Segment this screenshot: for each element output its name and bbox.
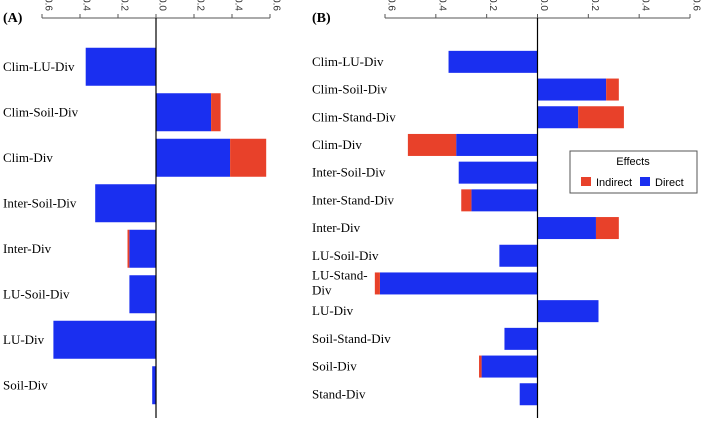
x-tick-label: 0.2 <box>195 0 206 11</box>
bar-direct <box>379 272 538 295</box>
bar-indirect <box>606 78 619 101</box>
category-label: Stand-Div <box>312 386 366 401</box>
bar-direct <box>537 106 579 129</box>
x-tick-label: -0.4 <box>436 0 447 11</box>
panel-a: (A) -0.6 -0.4 -0.2 0.0 0.2 0.4 0.6 Clim-LU-Div Cl… <box>3 0 282 418</box>
panel-label: (A) <box>3 11 23 26</box>
x-tick-label: -0.2 <box>119 0 130 11</box>
legend-swatch-direct <box>640 177 650 186</box>
category-label: Clim-Soil-Div <box>312 82 388 97</box>
category-label: Inter-Stand-Div <box>312 192 395 207</box>
x-tick-label: 0.6 <box>691 0 702 11</box>
legend: Effects Indirect Direct <box>569 150 698 194</box>
category-label-cont: Div <box>312 282 332 297</box>
category-label: Clim-Stand-Div <box>312 109 396 124</box>
bar-direct <box>456 133 538 156</box>
bar-indirect <box>230 138 267 177</box>
legend-label-indirect: Indirect <box>596 177 632 189</box>
bar-indirect <box>374 272 380 295</box>
bar-direct <box>152 366 156 405</box>
category-label: Clim-LU-Div <box>312 54 384 69</box>
bar-indirect <box>461 189 472 212</box>
category-label: Inter-Soil-Div <box>3 195 77 210</box>
bar-direct <box>448 50 538 73</box>
bar-direct <box>95 184 156 223</box>
category-label: Soil-Div <box>3 377 48 392</box>
category-label: LU-Stand- <box>312 267 368 282</box>
category-label: LU-Soil-Div <box>3 286 70 301</box>
category-label: Soil-Stand-Div <box>312 331 391 346</box>
x-tick-label: 0.4 <box>640 0 651 11</box>
legend-box <box>569 150 698 194</box>
x-tick-label: -0.4 <box>81 0 92 11</box>
x-tick-label: -0.2 <box>487 0 498 11</box>
bar-direct <box>481 355 538 378</box>
panel-b: (B) -0.6 -0.4 -0.2 0.0 0.2 0.4 0.6 Clim-LU-Div Cl… <box>312 0 702 418</box>
bar-direct <box>53 320 156 359</box>
bar-indirect <box>127 229 130 268</box>
panel-label: (B) <box>312 11 331 26</box>
bar-direct <box>156 93 212 132</box>
category-label: LU-Div <box>3 332 45 347</box>
category-label: Clim-LU-Div <box>3 59 75 74</box>
x-tick-label: -0.6 <box>43 0 54 11</box>
x-tick-label: 0.2 <box>589 0 600 11</box>
legend-label-direct: Direct <box>655 177 684 189</box>
bar-direct <box>129 275 156 314</box>
category-label: LU-Soil-Div <box>312 248 379 263</box>
bar-direct <box>129 229 156 268</box>
category-label: LU-Div <box>312 303 354 318</box>
category-label: Clim-Div <box>3 150 53 165</box>
category-label: Clim-Div <box>312 137 362 152</box>
bar-direct <box>504 327 538 350</box>
legend-title: Effects <box>616 156 650 168</box>
x-tick-label: 0.0 <box>538 0 549 11</box>
category-label: Inter-Div <box>312 220 361 235</box>
bar-direct <box>85 47 156 86</box>
bar-indirect <box>479 355 482 378</box>
bar-direct <box>537 217 596 240</box>
bar-direct <box>537 300 599 323</box>
bar-indirect <box>407 133 457 156</box>
bar-indirect <box>211 93 221 132</box>
category-label: Soil-Div <box>312 359 357 374</box>
bar-indirect <box>578 106 624 129</box>
bar-direct <box>458 161 538 184</box>
category-label: Inter-Soil-Div <box>312 165 386 180</box>
x-tick-label: 0.4 <box>233 0 244 11</box>
bar-direct <box>471 189 538 212</box>
bar-direct <box>519 383 538 406</box>
bar-direct <box>499 244 538 267</box>
bar-direct <box>156 138 231 177</box>
category-label: Inter-Div <box>3 241 52 256</box>
x-tick-label: 0.6 <box>271 0 282 11</box>
x-tick-label: -0.6 <box>386 0 397 11</box>
category-label: Clim-Soil-Div <box>3 104 79 119</box>
legend-swatch-indirect <box>581 177 591 186</box>
x-tick-label: 0.0 <box>157 0 168 11</box>
bar-indirect <box>595 217 619 240</box>
bar-direct <box>537 78 607 101</box>
